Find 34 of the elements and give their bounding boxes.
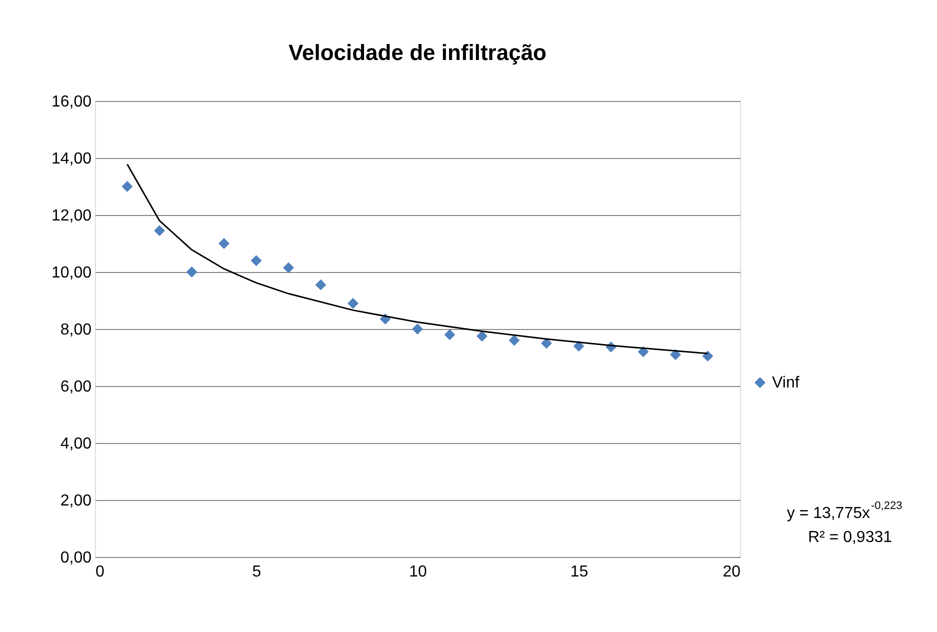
point [638,346,649,358]
point [508,334,520,346]
point [541,338,552,349]
point [573,340,584,352]
point [250,255,262,266]
point [670,349,681,360]
y-tick-label: 10,00 [51,264,92,282]
x-tick-label: 5 [252,564,262,580]
y-tick-label: 6,00 [60,378,92,396]
y-tick-label: 8,00 [60,322,92,338]
chart-title: Velocidade de infiltração [288,40,546,65]
point [186,266,198,278]
y-tick-label: 14,00 [51,150,92,168]
point [412,324,423,334]
text: R² = 0,9331 [808,529,892,546]
legend-label: Vinf [772,374,800,392]
x-tick-label: 20 [722,564,741,580]
point [154,225,165,236]
point [444,329,456,340]
point [348,298,358,309]
x-tick-label: 0 [96,564,104,580]
y-tick-label: 12,00 [51,208,92,224]
y-tick-label: 2,00 [60,492,92,510]
x-tick-label: 15 [570,564,588,580]
point [283,262,294,274]
point [218,238,230,249]
point [476,330,488,342]
x-tick-label: 10 [409,564,427,580]
y-tick-label: 0,00 [60,550,92,566]
y-tick-label: 4,00 [60,436,92,452]
point [315,279,326,290]
point [122,181,133,192]
point [702,350,714,362]
y-tick-label: 16,00 [51,94,92,110]
